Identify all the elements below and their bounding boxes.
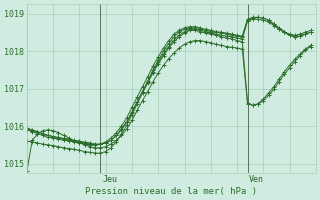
X-axis label: Pression niveau de la mer( hPa ): Pression niveau de la mer( hPa )	[85, 187, 257, 196]
Text: Ven: Ven	[249, 175, 264, 184]
Text: Jeu: Jeu	[102, 175, 117, 184]
